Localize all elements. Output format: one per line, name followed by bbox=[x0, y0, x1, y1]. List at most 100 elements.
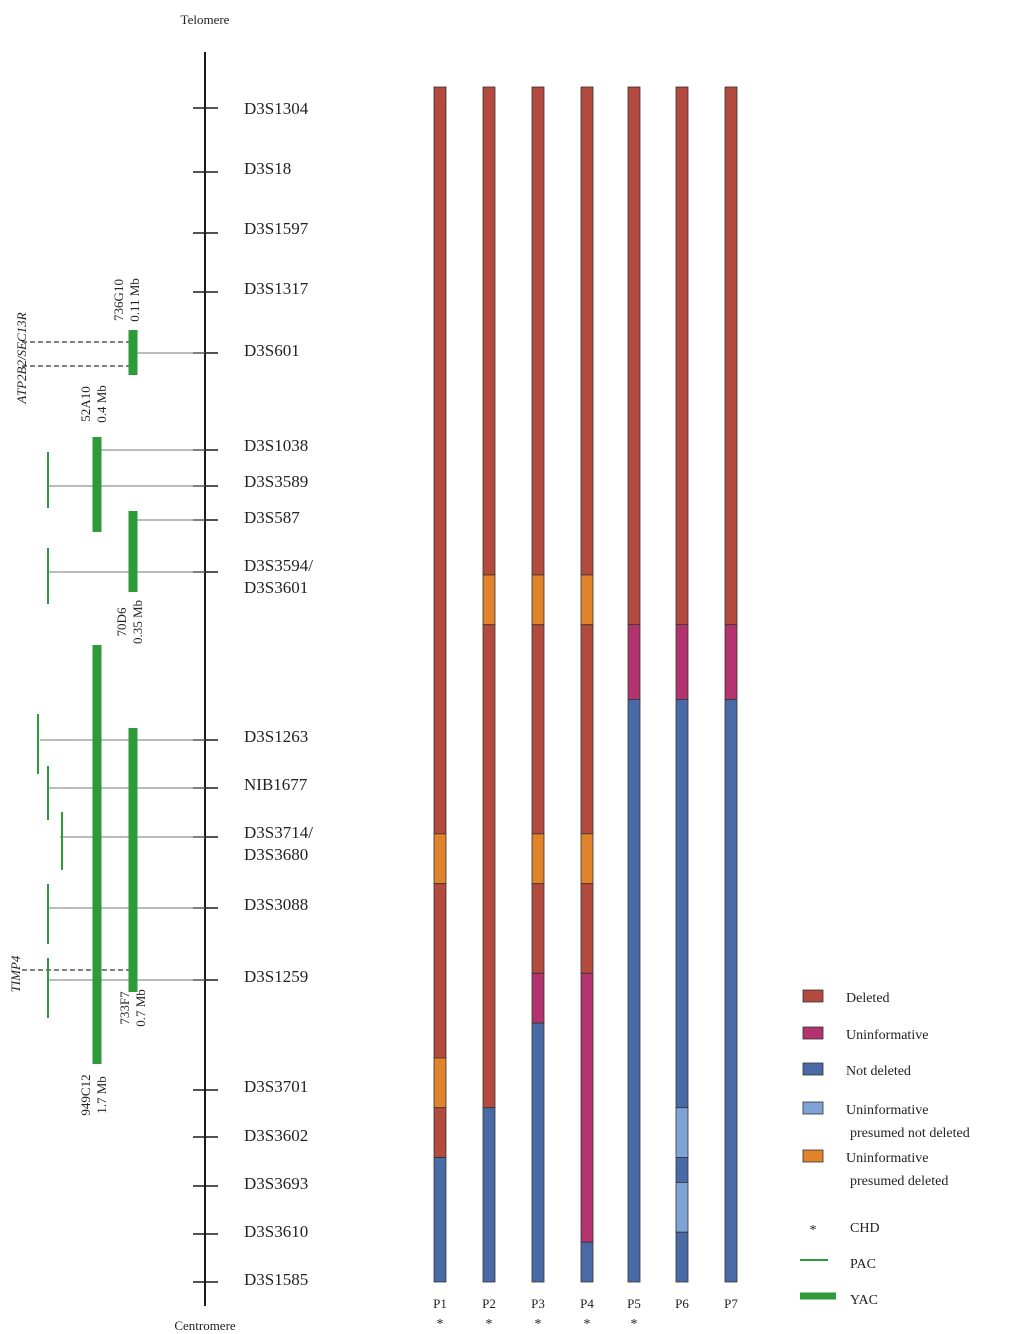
clone-label: 733F7 0.7 Mb bbox=[117, 989, 148, 1027]
legend-swatch bbox=[802, 989, 824, 1003]
patient-segment-uninformative bbox=[531, 972, 545, 1024]
legend: Deleted Uninformative Not deleted Uninforma… bbox=[800, 989, 970, 1308]
legend-label: Not deleted bbox=[846, 1064, 911, 1079]
patient-label: P3 bbox=[531, 1296, 545, 1311]
legend-item: YAC bbox=[800, 1292, 878, 1308]
marker-label: NIB1677 bbox=[244, 775, 308, 794]
patient-segment-uninformative-deleted bbox=[482, 574, 496, 626]
patient-label: P7 bbox=[724, 1296, 738, 1311]
marker-label: D3S587 bbox=[244, 508, 300, 527]
clone-label: 949C12 1.7 Mb bbox=[78, 1074, 109, 1115]
patient-layer: P1 * P2 * P3 * P4 * P5 * P6 P7 bbox=[433, 86, 738, 1332]
legend-chd-star: * bbox=[810, 1223, 817, 1238]
legend-label: presumed deleted bbox=[850, 1174, 948, 1189]
clone-name: 70D6 bbox=[114, 607, 129, 636]
legend-label: Deleted bbox=[846, 991, 890, 1006]
patient-segment-deleted bbox=[531, 624, 545, 835]
chd-star: * bbox=[535, 1317, 542, 1332]
marker-label: D3S3701 bbox=[244, 1077, 308, 1096]
legend-swatch bbox=[802, 1062, 824, 1076]
patient-segment-uninformative bbox=[580, 972, 594, 1243]
telomere-label: Telomere bbox=[181, 12, 230, 27]
gene-label: ATP2B2/SEC13R bbox=[14, 312, 29, 404]
clone-label: 70D6 0.35 Mb bbox=[114, 600, 145, 644]
patient-segment-deleted bbox=[531, 883, 545, 974]
marker-label: D3S1304 bbox=[244, 99, 309, 118]
patient-segment-uninformative-deleted bbox=[433, 833, 447, 885]
clone-size: 0.4 Mb bbox=[94, 385, 109, 423]
marker-label: D3S1317 bbox=[244, 279, 309, 298]
patient-segment-deleted bbox=[580, 624, 594, 835]
marker-label: D3S3680 bbox=[244, 845, 308, 864]
chd-star: * bbox=[631, 1317, 638, 1332]
patient-segment-uninformative bbox=[724, 624, 738, 700]
legend-swatch bbox=[802, 1026, 824, 1040]
patient-segment-deleted bbox=[482, 624, 496, 1109]
patient-segment-deleted bbox=[482, 86, 496, 576]
legend-item: * CHD bbox=[810, 1221, 880, 1238]
marker-label: D3S1038 bbox=[244, 436, 308, 455]
clone-label: 52A10 0.4 Mb bbox=[78, 385, 109, 423]
patient-segment-not-deleted bbox=[433, 1157, 447, 1283]
patient-segment-uninformative-deleted bbox=[531, 833, 545, 885]
patient-segment-uninformative-not-deleted bbox=[675, 1107, 689, 1158]
legend-item: Uninformative presumed not deleted bbox=[802, 1101, 970, 1141]
marker-label: D3S3601 bbox=[244, 578, 308, 597]
marker-label: D3S1585 bbox=[244, 1270, 308, 1289]
legend-item: Deleted bbox=[802, 989, 890, 1006]
centromere-label: Centromere bbox=[174, 1318, 236, 1333]
legend-label: CHD bbox=[850, 1221, 880, 1236]
patient-segment-not-deleted bbox=[531, 1022, 545, 1283]
patient-segment-uninformative-deleted bbox=[531, 574, 545, 626]
legend-swatch bbox=[802, 1149, 824, 1163]
patient-segment-deleted bbox=[531, 86, 545, 576]
legend-label: Uninformative bbox=[846, 1103, 928, 1118]
patient-label: P4 bbox=[580, 1296, 594, 1311]
gene-name: ATP2B2/SEC13R bbox=[14, 312, 29, 404]
patient-segment-not-deleted bbox=[482, 1107, 496, 1283]
patient-segment-not-deleted bbox=[627, 699, 641, 1283]
patient-segment-deleted bbox=[580, 86, 594, 576]
patient-label: P1 bbox=[433, 1296, 447, 1311]
clone-size: 1.7 Mb bbox=[94, 1076, 109, 1114]
patient-segment-not-deleted bbox=[675, 1231, 689, 1283]
marker-label: D3S3602 bbox=[244, 1126, 308, 1145]
clone-size: 0.7 Mb bbox=[133, 989, 148, 1027]
patient-segment-deleted bbox=[675, 86, 689, 626]
legend-item: PAC bbox=[800, 1257, 876, 1272]
legend-item: Uninformative presumed deleted bbox=[802, 1149, 948, 1189]
patient-segment-not-deleted bbox=[675, 699, 689, 1109]
patient-segment-deleted bbox=[580, 883, 594, 974]
chd-star: * bbox=[486, 1317, 493, 1332]
chd-star: * bbox=[437, 1317, 444, 1332]
patient-segment-not-deleted bbox=[675, 1157, 689, 1183]
patient-segment-deleted bbox=[627, 86, 641, 626]
marker-label: D3S3594/ bbox=[244, 556, 313, 575]
patient-segment-not-deleted bbox=[724, 699, 738, 1283]
legend-label: presumed not deleted bbox=[850, 1126, 970, 1141]
patient-segment-deleted bbox=[433, 1107, 447, 1158]
clone-name: 52A10 bbox=[78, 386, 93, 421]
marker-label: D3S3610 bbox=[244, 1222, 308, 1241]
gene-name: TIMP4 bbox=[8, 955, 23, 992]
patient-label: P2 bbox=[482, 1296, 496, 1311]
marker-label: D3S18 bbox=[244, 159, 291, 178]
legend-label: YAC bbox=[850, 1293, 878, 1308]
patient-segment-deleted bbox=[433, 86, 447, 835]
clone-name: 736G10 bbox=[111, 279, 126, 321]
legend-label: Uninformative bbox=[846, 1028, 928, 1043]
patient-segment-uninformative-deleted bbox=[580, 574, 594, 626]
marker-label: D3S3088 bbox=[244, 895, 308, 914]
patient-segment-uninformative-deleted bbox=[580, 833, 594, 885]
legend-item: Uninformative bbox=[802, 1026, 928, 1043]
marker-label: D3S1263 bbox=[244, 727, 308, 746]
clone-layer: 736G10 0.11 Mb 52A10 0.4 Mb 70D6 0.35 Mb 733F7… bbox=[8, 278, 205, 1116]
patient-segment-uninformative-not-deleted bbox=[675, 1182, 689, 1233]
chd-star: * bbox=[584, 1317, 591, 1332]
gene-label: TIMP4 bbox=[8, 955, 23, 992]
patient-segment-uninformative bbox=[627, 624, 641, 700]
clone-name: 733F7 bbox=[117, 991, 132, 1025]
clone-size: 0.11 Mb bbox=[127, 278, 142, 322]
legend-label: Uninformative bbox=[846, 1151, 928, 1166]
